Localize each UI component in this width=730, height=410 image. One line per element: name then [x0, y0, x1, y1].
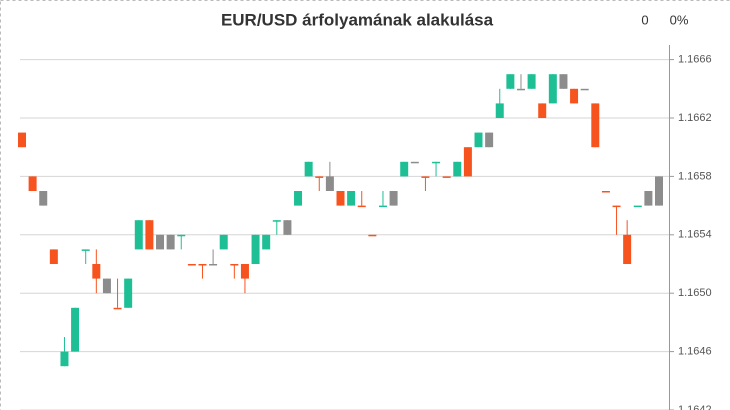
- candle-body: [559, 74, 568, 89]
- candle-body: [230, 264, 239, 266]
- y-tick-label: 1.1666: [678, 54, 712, 66]
- candle-body: [485, 132, 494, 148]
- candle-body: [378, 205, 387, 208]
- candle-body: [18, 132, 26, 148]
- candle-body: [283, 220, 292, 235]
- y-tick-label: 1.1654: [678, 229, 712, 241]
- candle-body: [400, 161, 409, 177]
- candle-body: [516, 88, 525, 91]
- candle-body: [612, 205, 621, 208]
- percent: 0%: [670, 12, 689, 27]
- candle-body: [548, 74, 557, 104]
- candle-body: [251, 234, 260, 264]
- candle-body: [463, 147, 472, 177]
- candle-body: [623, 234, 632, 264]
- candle-body: [166, 234, 175, 250]
- candle-body: [198, 264, 207, 266]
- y-tick-label: 1.1658: [678, 170, 712, 182]
- candle-body: [294, 191, 303, 206]
- y-tick-label: 1.1650: [678, 287, 712, 299]
- candle-body: [209, 264, 218, 266]
- candle-body: [102, 278, 111, 294]
- candle-body: [71, 307, 80, 352]
- candle-body: [336, 191, 345, 206]
- candle-body: [655, 176, 663, 206]
- candle-body: [219, 234, 228, 250]
- candle-body: [442, 176, 451, 178]
- candle-body: [601, 191, 610, 193]
- candle-body: [262, 234, 271, 250]
- candle-body: [453, 161, 462, 177]
- counter: 0: [641, 12, 648, 27]
- candle-body: [92, 264, 101, 279]
- y-tick-label: 1.1646: [678, 346, 712, 358]
- candle-body: [134, 220, 143, 250]
- candle-body: [39, 191, 48, 206]
- candle-body: [177, 234, 186, 237]
- candle-body: [474, 132, 483, 148]
- candle-body: [633, 205, 642, 208]
- candle-body: [187, 264, 196, 266]
- candle-body: [591, 103, 600, 148]
- candle-body: [81, 249, 90, 251]
- candle-body: [60, 351, 69, 367]
- candle-body: [49, 249, 58, 264]
- chart-title: EUR/USD árfolyamának alakulása: [221, 10, 494, 29]
- candle-body: [315, 176, 324, 178]
- candle-body: [580, 88, 589, 91]
- candle-body: [410, 161, 419, 164]
- candle-body: [347, 191, 356, 206]
- candle-body: [304, 161, 313, 177]
- candle-body: [156, 234, 165, 250]
- candle-body: [325, 176, 334, 191]
- candle-body: [113, 307, 122, 310]
- candle-body: [28, 176, 37, 191]
- candle-body: [124, 278, 133, 308]
- candle-body: [240, 264, 249, 279]
- candle-body: [538, 103, 547, 118]
- candle-body: [495, 103, 504, 118]
- candle-body: [272, 220, 281, 222]
- y-tick-label: 1.1642: [678, 404, 712, 410]
- candle-body: [368, 234, 377, 237]
- candle-body: [389, 191, 398, 206]
- candle-body: [145, 220, 154, 250]
- y-tick-label: 1.1662: [678, 112, 712, 124]
- candle-body: [570, 88, 579, 104]
- candle-body: [644, 191, 653, 206]
- candle-body: [421, 176, 430, 178]
- candle-body: [357, 205, 366, 208]
- candle-body: [432, 161, 441, 164]
- candle-body: [506, 74, 515, 89]
- candle-body: [527, 74, 536, 89]
